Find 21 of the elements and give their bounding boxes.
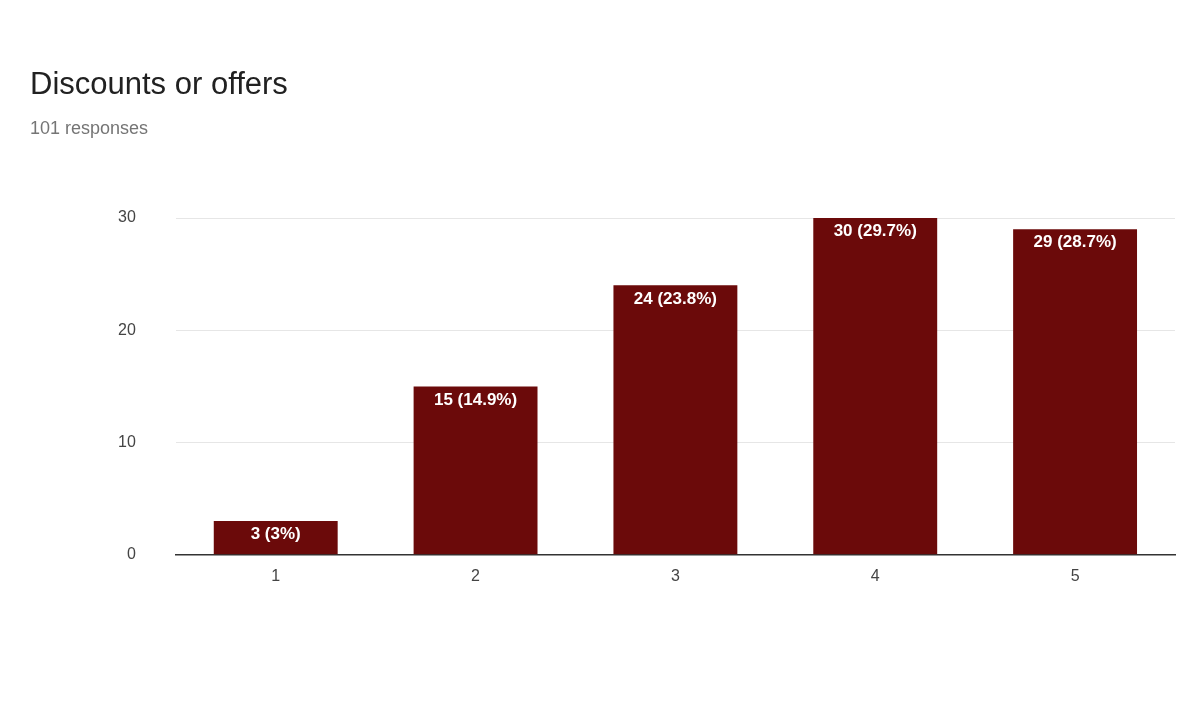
data-label: 15 (14.9%): [433, 389, 518, 409]
x-tick-label: 2: [471, 566, 481, 584]
y-tick-label: 20: [118, 320, 136, 338]
y-tick-label: 0: [126, 545, 136, 563]
chart-subtitle: 101 responses: [30, 118, 149, 139]
data-label: 3 (3%): [250, 524, 301, 544]
data-label: 24 (23.8%): [633, 288, 717, 308]
bar: [613, 285, 738, 555]
y-tick-label: 30: [118, 208, 136, 226]
y-tick-label: 10: [118, 432, 136, 450]
x-tick-label: 3: [670, 566, 680, 584]
bar: [1013, 229, 1138, 555]
x-tick-label: 4: [870, 566, 880, 584]
x-tick-label: 5: [1070, 566, 1080, 584]
bar: [213, 521, 338, 555]
data-label: 29 (28.7%): [1033, 232, 1117, 252]
x-tick-label: 1: [271, 566, 281, 584]
data-label: 30 (29.7%): [833, 221, 917, 241]
bar: [413, 386, 538, 555]
chart-title: Discounts or offers: [30, 66, 288, 102]
bar: [813, 218, 938, 555]
